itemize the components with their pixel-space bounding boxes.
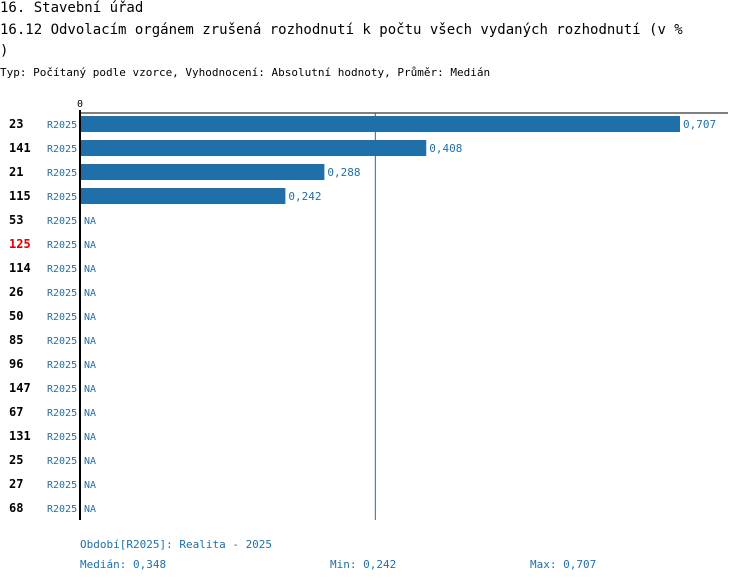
row-id-label: 53 [9,213,23,227]
row-id-label: 21 [9,165,23,179]
row-id-label: 125 [9,237,31,251]
na-value-label: NA [84,432,96,443]
min-stat: Min: 0,242 [330,558,397,571]
row-period-label: R2025 [47,168,77,179]
na-value-label: NA [84,288,96,299]
row-period-label: R2025 [47,192,77,203]
na-value-label: NA [84,456,96,467]
na-value-label: NA [84,264,96,275]
row-id-label: 115 [9,189,31,203]
row-period-label: R2025 [47,216,77,227]
row-id-label: 96 [9,357,23,371]
row-id-label: 114 [9,261,31,275]
row-period-label: R2025 [47,120,77,131]
median-stat: Medián: 0,348 [80,558,167,571]
page-title: 16. Stavební úřad [0,0,144,16]
bar-value-label: 0,707 [683,118,716,131]
row-period-label: R2025 [47,360,77,371]
na-value-label: NA [84,336,96,347]
row-period-label: R2025 [47,144,77,155]
row-id-label: 85 [9,333,23,347]
na-value-label: NA [84,504,96,515]
row-id-label: 50 [9,309,23,323]
max-stat: Max: 0,707 [530,558,597,571]
bar-value-label: 0,242 [288,190,321,203]
na-value-label: NA [84,240,96,251]
row-period-label: R2025 [47,336,77,347]
row-id-label: 68 [9,501,23,515]
row-id-label: 131 [9,429,31,443]
chart-subtitle: Typ: Počítaný podle vzorce, Vyhodnocení:… [0,66,491,79]
row-id-label: 67 [9,405,23,419]
bar-value-label: 0,408 [429,142,462,155]
row-id-label: 141 [9,141,31,155]
row-period-label: R2025 [47,288,77,299]
na-value-label: NA [84,408,96,419]
row-period-label: R2025 [47,264,77,275]
chart-title: 16.12 Odvolacím orgánem zrušená rozhodnu… [0,22,683,38]
x-tick-label-0: 0 [77,99,83,110]
row-period-label: R2025 [47,408,77,419]
bar-value-label: 0,288 [327,166,360,179]
na-value-label: NA [84,312,96,323]
row-period-label: R2025 [47,384,77,395]
na-value-label: NA [84,360,96,371]
row-period-label: R2025 [47,240,77,251]
row-id-label: 26 [9,285,23,299]
period-legend: Období[R2025]: Realita - 2025 [80,538,273,551]
na-value-label: NA [84,480,96,491]
row-period-label: R2025 [47,480,77,491]
bar [80,188,286,204]
chart-title-continuation: ) [0,43,9,59]
row-id-label: 25 [9,453,23,467]
na-value-label: NA [84,384,96,395]
bar [80,140,427,156]
bar [80,164,325,180]
row-id-label: 147 [9,381,31,395]
row-period-label: R2025 [47,312,77,323]
row-period-label: R2025 [47,504,77,515]
na-value-label: NA [84,216,96,227]
row-id-label: 27 [9,477,23,491]
row-period-label: R2025 [47,456,77,467]
bar [80,116,680,132]
row-period-label: R2025 [47,432,77,443]
row-id-label: 23 [9,117,23,131]
